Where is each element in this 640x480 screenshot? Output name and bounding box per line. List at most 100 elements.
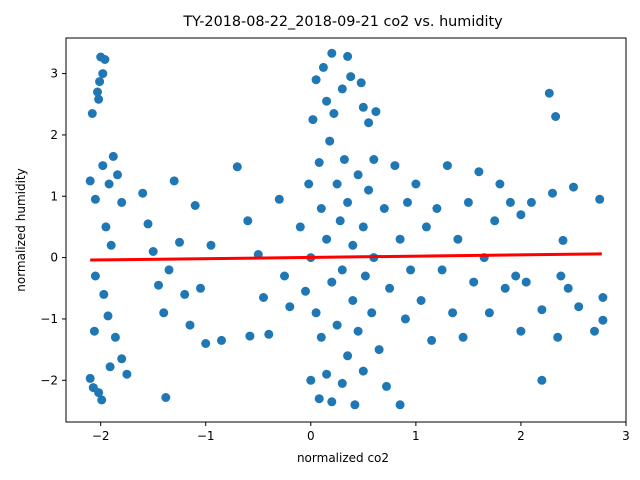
data-point <box>516 210 526 220</box>
x-tick-label: −1 <box>197 429 215 443</box>
data-point <box>343 51 353 61</box>
data-point <box>196 283 205 293</box>
data-point <box>332 179 342 189</box>
data-point <box>403 197 412 207</box>
data-point <box>521 277 531 287</box>
data-point <box>105 362 115 372</box>
data-point <box>89 326 99 336</box>
data-point <box>432 204 442 213</box>
data-point <box>364 118 374 128</box>
data-point <box>185 320 195 330</box>
data-point <box>406 265 416 275</box>
data-point <box>537 305 547 315</box>
data-point <box>395 400 405 410</box>
data-point <box>458 332 468 342</box>
data-point <box>93 87 102 97</box>
y-tick-label: 3 <box>50 67 58 81</box>
data-point <box>85 373 95 383</box>
data-point <box>548 188 557 198</box>
data-point <box>563 283 573 293</box>
x-tick-label: 0 <box>307 429 315 443</box>
data-point <box>346 72 356 82</box>
data-point <box>348 240 358 250</box>
data-point <box>98 69 108 79</box>
x-tick-label: 1 <box>412 429 420 443</box>
data-point <box>358 222 368 232</box>
data-point <box>348 296 358 305</box>
data-point <box>122 369 132 379</box>
data-point <box>169 176 179 186</box>
data-point <box>453 234 463 244</box>
y-tick-label: 2 <box>50 128 58 142</box>
data-point <box>295 222 305 232</box>
data-point <box>553 332 563 342</box>
data-point <box>106 240 116 250</box>
data-point <box>505 197 515 207</box>
data-point <box>537 375 547 385</box>
data-point <box>98 161 108 171</box>
data-point <box>358 102 368 112</box>
data-point <box>117 197 127 207</box>
data-point <box>108 151 118 161</box>
data-point <box>474 167 484 177</box>
data-point <box>395 234 405 244</box>
data-point <box>94 388 104 398</box>
data-point <box>161 393 171 402</box>
data-point <box>304 179 314 189</box>
data-point <box>232 162 242 172</box>
y-axis: −2 −1 0 1 2 3 <box>40 67 66 387</box>
data-point <box>427 335 437 345</box>
data-point <box>385 283 395 293</box>
chart-title: TY-2018-08-22_2018-09-21 co2 vs. humidit… <box>182 14 503 30</box>
data-point <box>574 302 584 312</box>
data-point <box>337 84 347 94</box>
x-tick-label: −2 <box>92 429 110 443</box>
data-point <box>421 222 431 232</box>
data-point <box>360 271 370 281</box>
data-point <box>322 369 332 379</box>
data-point <box>85 176 95 186</box>
data-point <box>101 222 111 232</box>
data-point <box>301 286 310 296</box>
data-point <box>99 289 109 299</box>
data-point <box>353 326 363 336</box>
data-point <box>332 320 342 330</box>
data-point <box>243 216 253 226</box>
regression-line <box>90 252 602 262</box>
data-point <box>314 394 324 404</box>
data-point <box>245 331 255 341</box>
data-point <box>448 308 458 318</box>
data-point <box>469 277 479 287</box>
data-point <box>595 194 605 204</box>
data-point <box>318 62 328 72</box>
data-point <box>316 204 326 213</box>
data-point <box>274 194 284 204</box>
data-point <box>316 332 326 342</box>
data-point <box>327 48 337 58</box>
data-point <box>143 219 153 229</box>
data-point <box>97 395 107 405</box>
data-point <box>314 158 324 167</box>
data-point <box>353 170 363 180</box>
y-tick-label: 0 <box>50 251 58 265</box>
data-point <box>90 271 100 281</box>
data-point <box>463 197 473 207</box>
data-point <box>371 107 381 117</box>
data-point <box>364 185 374 195</box>
data-point <box>175 237 184 247</box>
data-point <box>556 271 566 281</box>
data-point <box>164 265 174 275</box>
data-point <box>103 311 113 321</box>
x-axis-label: normalized co2 <box>297 451 389 465</box>
data-point <box>87 109 97 118</box>
data-point <box>511 271 521 281</box>
data-point <box>117 354 127 364</box>
data-point <box>343 197 353 207</box>
plot-area <box>85 48 608 410</box>
x-axis: −2 −1 0 1 2 3 <box>92 422 630 443</box>
data-point <box>490 216 500 226</box>
data-point <box>551 112 561 121</box>
y-tick-label: 1 <box>50 189 58 203</box>
data-point <box>598 315 608 325</box>
